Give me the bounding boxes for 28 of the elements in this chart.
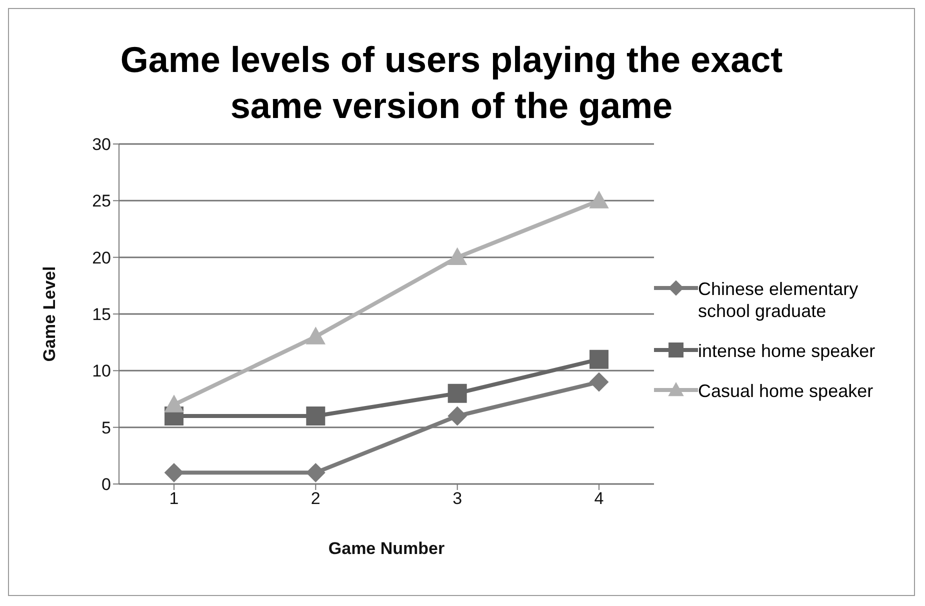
y-tick-label: 25 [92, 192, 111, 211]
legend-label: Casual home speaker [698, 380, 874, 402]
point [590, 372, 608, 392]
legend-label: Chinese elementary school graduate [698, 278, 860, 322]
y-tick-label: 0 [102, 475, 111, 494]
y-tick-label: 30 [92, 135, 111, 154]
point [590, 191, 608, 208]
y-tick-label: 5 [102, 418, 111, 438]
x-tick-label: 4 [594, 489, 604, 508]
point [448, 248, 467, 266]
point [448, 406, 467, 426]
x-tick-label: 3 [452, 489, 462, 508]
x-tick-label: 1 [169, 489, 179, 508]
y-tick-label: 20 [92, 248, 111, 268]
point [306, 463, 326, 482]
point [164, 463, 184, 482]
x-tick-label: 2 [310, 489, 320, 508]
point [448, 384, 467, 403]
y-tick-label: 10 [92, 362, 111, 381]
point [164, 395, 184, 412]
x-axis-title: Game Number [328, 539, 445, 558]
point [590, 350, 608, 369]
legend-label: intense home speaker [698, 340, 876, 362]
point [306, 406, 326, 426]
point [306, 327, 326, 344]
chart-title: Game levels of users playing the exact same version of the game [119, 38, 784, 128]
y-tick-label: 15 [92, 305, 111, 324]
y-axis-title: Game Level [40, 266, 60, 362]
